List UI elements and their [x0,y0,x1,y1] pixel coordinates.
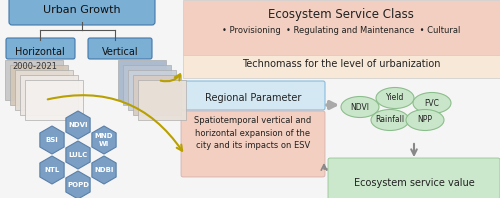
Text: Regional Parameter: Regional Parameter [205,93,301,103]
Text: MND
WI: MND WI [95,133,113,147]
Bar [138,80,186,120]
Text: POPD: POPD [67,182,89,188]
Polygon shape [92,126,116,154]
Text: NDVI: NDVI [350,103,370,111]
Text: NTL: NTL [44,167,60,173]
Bar [5,60,63,100]
Text: BSI: BSI [46,137,59,143]
Ellipse shape [376,88,414,109]
Ellipse shape [406,109,444,130]
Polygon shape [40,126,64,154]
Bar [133,75,181,115]
Text: Ecosystem service value: Ecosystem service value [354,178,474,188]
Polygon shape [92,156,116,184]
Bar [10,65,68,105]
Text: Rainfall: Rainfall [376,115,404,125]
Text: Horizontal: Horizontal [15,47,65,57]
Text: 2000-2021: 2000-2021 [12,62,57,71]
Text: NDBI: NDBI [94,167,114,173]
Bar [25,80,83,120]
Ellipse shape [341,96,379,117]
Polygon shape [40,156,64,184]
Text: Urban Growth: Urban Growth [43,5,121,15]
Bar [128,70,176,110]
Polygon shape [66,171,90,198]
FancyBboxPatch shape [6,38,75,59]
Text: FVC: FVC [424,98,440,108]
Text: Ecosystem Service Class: Ecosystem Service Class [268,8,414,21]
FancyBboxPatch shape [88,38,152,59]
Text: Technomass for the level of urbanization: Technomass for the level of urbanization [242,59,440,69]
Ellipse shape [371,109,409,130]
FancyBboxPatch shape [328,158,500,198]
Bar [20,75,78,115]
FancyBboxPatch shape [181,111,325,177]
Polygon shape [66,111,90,139]
Bar [15,70,73,110]
Text: Yield: Yield [386,93,404,103]
Text: • Provisioning  • Regulating and Maintenance  • Cultural: • Provisioning • Regulating and Maintena… [222,26,460,35]
FancyBboxPatch shape [9,0,155,25]
Text: Vertical: Vertical [102,47,138,57]
Ellipse shape [413,92,451,113]
Text: Spatiotemporal vertical and
horizontal expansion of the
city and its impacts on : Spatiotemporal vertical and horizontal e… [194,116,312,150]
Text: LULC: LULC [68,152,87,158]
FancyBboxPatch shape [181,81,325,110]
Bar [183,0,500,55]
Text: NDVI: NDVI [68,122,88,128]
Bar [123,65,171,105]
Polygon shape [66,141,90,169]
Bar [183,55,500,78]
Bar [118,60,166,100]
Text: NPP: NPP [418,115,432,125]
